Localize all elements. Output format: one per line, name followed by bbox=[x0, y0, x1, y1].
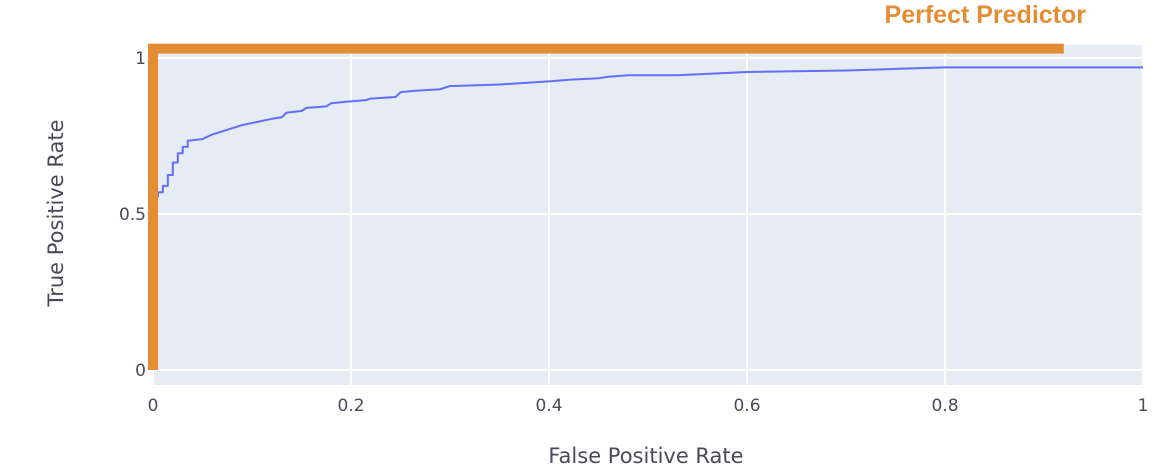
y-tick-labels: 00.51 bbox=[119, 49, 146, 381]
annotation-layer bbox=[148, 43, 1064, 370]
x-tick-labels: 0 0.2 0.4 0.6 0.8 1 bbox=[148, 396, 1149, 416]
x-axis-title: False Positive Rate bbox=[548, 444, 743, 468]
roc-curve-line bbox=[152, 66, 1143, 205]
x-tick-label: 0 bbox=[148, 396, 159, 416]
x-tick-label: 0.6 bbox=[733, 396, 760, 416]
perfect-predictor-label: Perfect Predictor bbox=[885, 1, 1087, 29]
x-tick-label: 0.8 bbox=[931, 396, 958, 416]
x-tick-label: 0.4 bbox=[535, 396, 562, 416]
x-tick-label: 1 bbox=[1138, 396, 1149, 416]
x-tick-label: 0.2 bbox=[337, 396, 364, 416]
y-gridlines bbox=[153, 57, 1143, 371]
y-tick-label: 0.5 bbox=[119, 205, 146, 225]
y-axis-title: True Positive Rate bbox=[44, 119, 68, 307]
y-tick-label: 0 bbox=[135, 361, 146, 381]
series-layer bbox=[152, 66, 1143, 205]
y-tick-label: 1 bbox=[135, 49, 146, 69]
perfect-predictor-line bbox=[148, 43, 1064, 370]
